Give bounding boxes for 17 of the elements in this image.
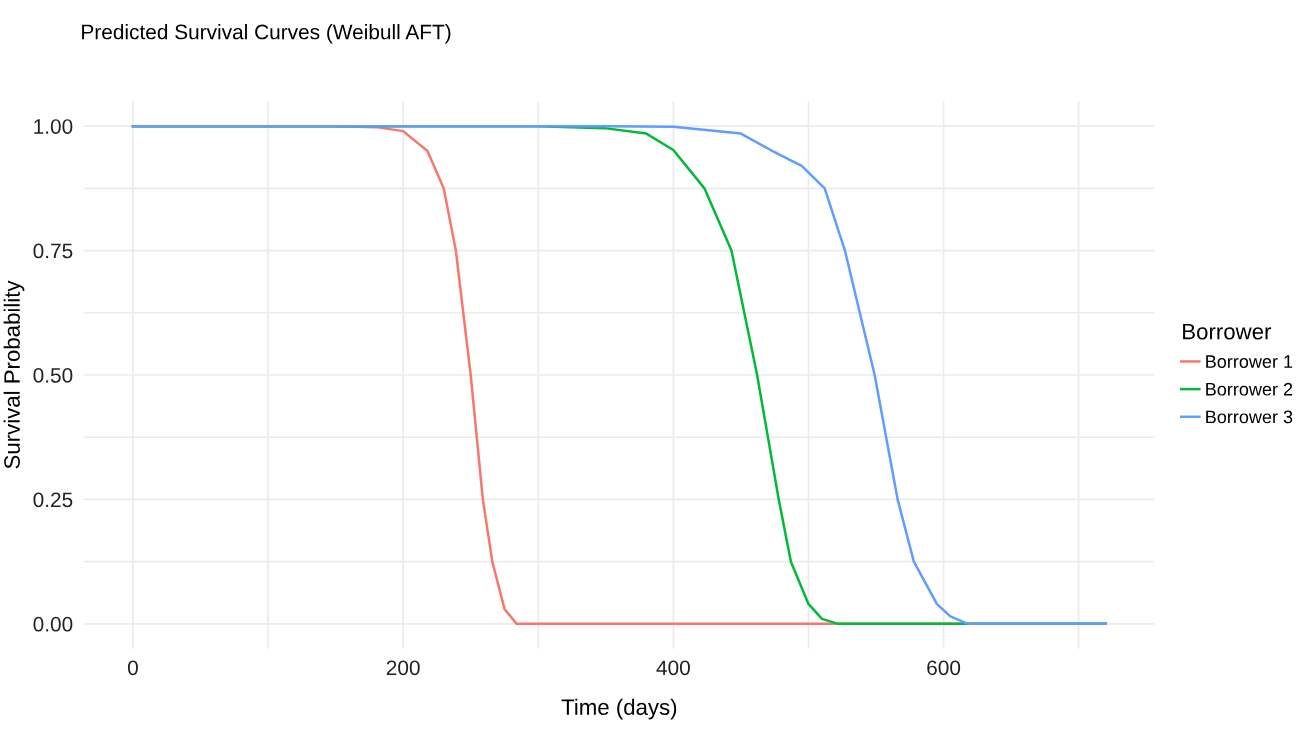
line-series <box>131 124 1107 626</box>
y-tick-label: 1.00 <box>34 119 73 134</box>
y-axis-title: Survival Probability <box>3 280 25 469</box>
y-tick-label: 0.00 <box>33 616 73 632</box>
x-tick-label: 0 <box>127 660 138 676</box>
legend-label: Borrower 3 <box>1206 410 1293 424</box>
chart-title: Predicted Survival Curves (Weibull AFT) <box>82 24 451 44</box>
legend-label: Borrower 1 <box>1206 355 1293 368</box>
legend-title: Borrower <box>1183 323 1272 340</box>
y-tick-label: 0.25 <box>33 492 73 508</box>
x-tick-label: 400 <box>656 660 690 676</box>
x-axis-title: Time (days) <box>561 698 677 720</box>
x-tick-label: 600 <box>927 660 961 676</box>
x-tick-label: 200 <box>386 660 420 676</box>
y-tick-label: 0.50 <box>33 368 73 383</box>
legend-label: Borrower 2 <box>1206 382 1293 396</box>
y-tick-label: 0.75 <box>33 243 73 259</box>
